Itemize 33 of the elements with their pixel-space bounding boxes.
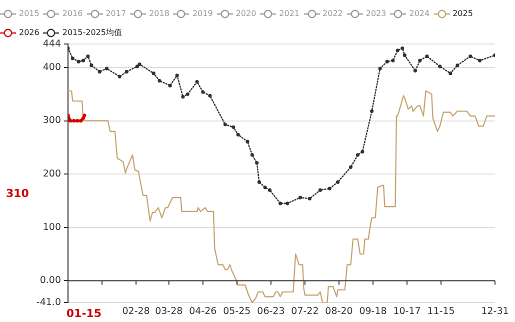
x-tick-label: 07-22	[291, 306, 319, 317]
text: 310	[6, 186, 30, 200]
x-tick-label: 11-15	[427, 306, 455, 317]
legend-label: 2017	[106, 8, 126, 20]
legend-label: 2016	[62, 8, 83, 20]
y-tick-label: 100	[42, 222, 61, 233]
y-tick-label: 300	[42, 115, 61, 126]
y-tick-label: 444	[42, 38, 61, 50]
x-tick-label: 10-17	[393, 306, 421, 317]
x-tick-label: 09-18	[359, 306, 387, 317]
x-tick-label: 03-28	[155, 306, 183, 317]
x-tick-label: 08-20	[325, 306, 353, 317]
y-tick-label: -41.0	[36, 297, 61, 308]
x-tick-label: 06-23	[257, 306, 285, 317]
x-tick-label: 02-28	[122, 306, 150, 317]
legend-label: 2019	[192, 8, 213, 20]
legend-label: 2024	[409, 8, 430, 20]
legend-label: 2020	[236, 8, 256, 20]
legend-label: 2021	[279, 8, 300, 20]
y-tick-label: 400	[42, 62, 61, 73]
y-tick-label: 200	[42, 168, 61, 180]
text: 01-15	[66, 306, 102, 320]
legend-label: 2018	[149, 8, 170, 20]
y-tick-label: 0.00	[40, 275, 61, 286]
legend-label: 2015	[19, 8, 40, 20]
x-tick-label: 05-25	[223, 306, 251, 317]
x-tick-label: 04-26	[189, 306, 217, 317]
x-tick-label: 12-31	[481, 306, 509, 317]
legend-label: 2015-2025均值	[62, 27, 122, 39]
legend-label: 2022	[322, 8, 343, 20]
legend-label: 2023	[366, 8, 386, 20]
legend-label: 2026	[19, 27, 40, 39]
legend-label: 2025	[452, 8, 473, 20]
